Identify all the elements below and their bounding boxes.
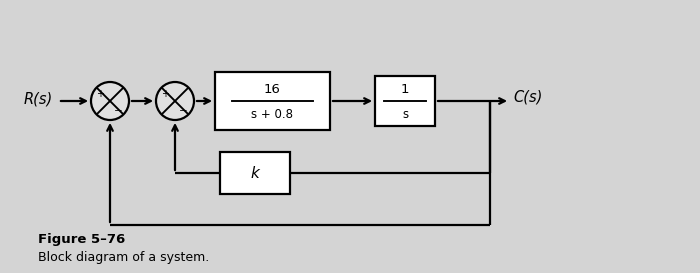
Text: −: − — [178, 106, 188, 116]
Text: s + 0.8: s + 0.8 — [251, 108, 293, 121]
Text: Figure 5–76: Figure 5–76 — [38, 233, 125, 247]
Circle shape — [156, 82, 194, 120]
Text: +: + — [161, 89, 169, 99]
Text: 1: 1 — [400, 83, 410, 96]
Text: s: s — [402, 108, 408, 121]
Text: R(s): R(s) — [23, 91, 52, 106]
Text: Block diagram of a system.: Block diagram of a system. — [38, 251, 209, 263]
Text: +: + — [96, 89, 104, 99]
Bar — [220, 152, 290, 194]
Text: −: − — [113, 106, 122, 116]
Text: C(s): C(s) — [513, 90, 542, 105]
Bar — [215, 72, 330, 130]
Circle shape — [91, 82, 129, 120]
Bar — [375, 76, 435, 126]
Text: 16: 16 — [264, 83, 281, 96]
Text: k: k — [251, 165, 260, 180]
